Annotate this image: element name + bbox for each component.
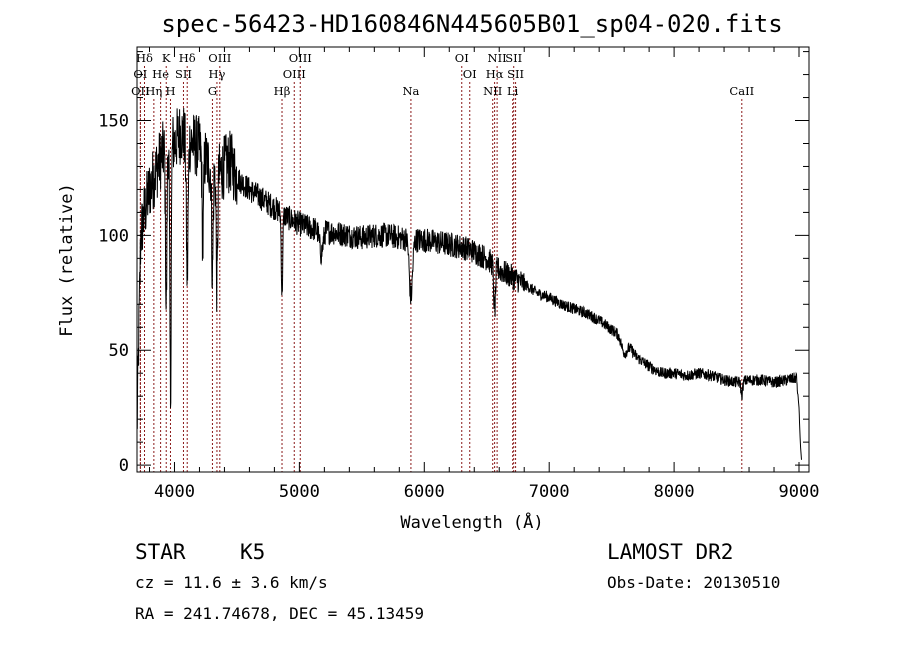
spectral-subclass: K5 (240, 540, 265, 564)
spectral-line-label: Hα (486, 67, 504, 81)
y-tick-label: 100 (98, 226, 129, 246)
spectral-line-label: OIII (289, 51, 312, 65)
coordinates-info: RA = 241.74678, DEC = 45.13459 (135, 604, 424, 623)
spectral-line-label: Hβ (274, 84, 291, 98)
spectral-line-label: OI (455, 51, 469, 65)
plot-frame (136, 46, 810, 473)
survey-name: LAMOST DR2 (607, 540, 733, 564)
x-tick-label: 8000 (654, 482, 695, 502)
spectral-line-label: G (208, 84, 217, 98)
x-tick-label: 9000 (779, 482, 820, 502)
y-tick-label: 150 (98, 112, 129, 132)
x-tick-label: 6000 (404, 482, 445, 502)
spectral-line-label: CaII (729, 84, 754, 98)
spectral-line-label: Hδ (136, 51, 153, 65)
spectral-line-label: NII (488, 51, 507, 65)
spectral-line-markers (139, 66, 743, 472)
y-tick-label: 50 (109, 341, 129, 361)
spectral-line-label: Hδ (179, 51, 196, 65)
spectral-line-label: OI (133, 67, 147, 81)
spectral-line-label: SII (175, 67, 192, 81)
spectral-line-label: Hη (145, 84, 162, 98)
spectral-line-label: Li (507, 84, 519, 98)
spectral-line-label: SII (507, 67, 524, 81)
spectral-line-label: OIII (208, 51, 231, 65)
spectral-line-label: OI (463, 67, 477, 81)
spectral-line-label: NII (483, 84, 502, 98)
spectral-line-label: Hγ (208, 67, 225, 81)
y-axis-ticks: 0 50 100 150 (98, 51, 809, 476)
x-axis-label: Wavelength (Å) (400, 511, 543, 533)
observation-date: Obs-Date: 20130510 (607, 573, 780, 592)
spectral-line-label: Na (402, 84, 419, 98)
spectral-line-label: K (162, 51, 171, 65)
spectrum-line (136, 107, 802, 460)
spectral-line-label: SII (505, 51, 522, 65)
x-tick-label: 5000 (279, 482, 320, 502)
spectral-line-label: OIII (283, 67, 306, 81)
y-tick-label: 0 (119, 456, 129, 476)
chart-title: spec-56423-HD160846N445605B01_sp04-020.f… (161, 10, 782, 38)
spectral-line-label: H (165, 84, 175, 98)
x-axis-ticks: 4000 5000 6000 7000 8000 9000 (148, 47, 820, 502)
y-axis-label: Flux (relative) (57, 183, 77, 337)
x-tick-label: 7000 (529, 482, 570, 502)
redshift-info: cz = 11.6 ± 3.6 km/s (135, 573, 328, 592)
spectral-line-label: OII (131, 84, 150, 98)
x-tick-label: 4000 (154, 482, 195, 502)
object-class: STAR (135, 540, 186, 564)
spectral-line-label: He (152, 67, 169, 81)
